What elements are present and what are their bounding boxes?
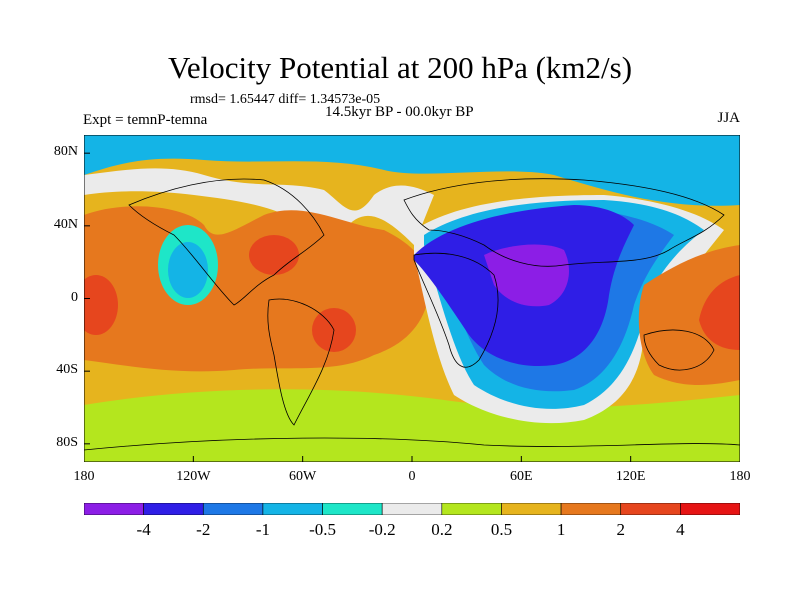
lat-label: 0 — [71, 289, 78, 305]
lat-label: 80N — [53, 144, 78, 160]
colorbar-level-label: -2 — [196, 520, 211, 539]
lon-label: 180 — [729, 469, 751, 484]
season-label: JJA — [717, 110, 740, 126]
lat-label: 80S — [56, 434, 78, 450]
lat-label: 40N — [53, 216, 78, 232]
colorbar-level-label: 4 — [676, 520, 685, 539]
colorbar-swatch — [84, 503, 144, 515]
colorbar-swatch — [202, 503, 264, 515]
colorbar-level-label: -0.2 — [368, 520, 396, 539]
field-pos-lobe-west — [84, 206, 430, 372]
lon-label: 60W — [289, 469, 317, 484]
colorbar-swatch — [262, 503, 323, 515]
colorbar-level-label: 0.2 — [431, 520, 453, 539]
colorbar-level-label: -0.5 — [309, 520, 336, 539]
colorbar — [84, 503, 740, 515]
lon-ticks — [84, 456, 740, 462]
colorbar-swatch — [620, 503, 681, 515]
lon-label: 60E — [510, 469, 533, 484]
period-subtitle: 14.5kyr BP - 00.0kyr BP — [325, 104, 474, 120]
lon-label: 120W — [176, 469, 211, 484]
map-title: Velocity Potential at 200 hPa (km2/s) — [167, 50, 633, 85]
colorbar-level-label: -4 — [136, 520, 151, 539]
lat-ticks — [84, 152, 90, 445]
lon-label: 120E — [615, 469, 646, 484]
lon-label: 0 — [408, 469, 416, 484]
velocity-potential-map — [84, 135, 740, 462]
colorbar-level-label: 0.5 — [490, 520, 513, 539]
lat-label: 40S — [56, 362, 78, 378]
colorbar-swatch — [322, 503, 383, 515]
colorbar-swatch — [381, 503, 443, 515]
colorbar-level-label: 1 — [556, 520, 566, 539]
colorbar-level-label: 2 — [616, 520, 625, 539]
colorbar-swatch — [143, 503, 204, 515]
field-neg-blue-pac — [168, 242, 208, 298]
colorbar-swatch — [680, 503, 740, 515]
stats-subtitle: rmsd= 1.65447 diff= 1.34573e-05 — [190, 92, 381, 107]
field-neg-purple — [484, 244, 569, 307]
field-south-band — [84, 389, 740, 462]
colorbar-level-label: -1 — [255, 520, 270, 539]
colorbar-swatch — [560, 503, 622, 515]
field-red-east — [699, 275, 740, 350]
colorbar-swatch — [441, 503, 502, 515]
coastlines — [84, 178, 740, 451]
field-north-band — [84, 135, 740, 206]
field-pos-lobe-east — [638, 245, 740, 385]
field-red-spot-3 — [249, 235, 299, 275]
field-red-spot-1 — [84, 275, 118, 335]
experiment-label: Expt = temnP-temna — [83, 112, 208, 128]
colorbar-swatch — [501, 503, 562, 515]
lon-label: 180 — [73, 469, 95, 484]
